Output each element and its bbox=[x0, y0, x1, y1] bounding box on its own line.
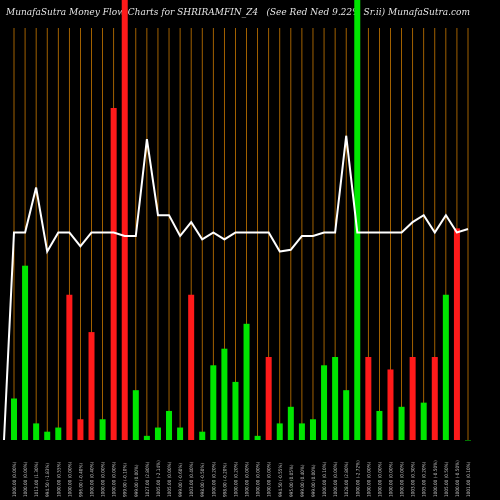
x-tick-label: 1003.00 (0.40%) bbox=[189, 461, 194, 497]
x-tick-label: 994.50 (-1.83%) bbox=[45, 463, 50, 497]
x-tick-label: 1000.00 (0.40%) bbox=[90, 461, 95, 497]
volume-bar bbox=[376, 410, 383, 440]
x-tick-label: 996.00 (-0.40%) bbox=[78, 463, 83, 497]
x-tick-label: 1000.00 (-0.50%) bbox=[455, 460, 460, 497]
volume-bar bbox=[276, 423, 283, 440]
x-tick-label: 1005.00 (0.00%) bbox=[167, 461, 172, 497]
x-tick-label: 1000.00 (0.55%) bbox=[56, 461, 61, 497]
volume-bar bbox=[287, 406, 294, 440]
x-tick-label: 1005.00 (0.20%) bbox=[422, 461, 427, 497]
volume-bar bbox=[188, 294, 195, 440]
volume-bar bbox=[332, 357, 339, 440]
volume-bar bbox=[88, 332, 95, 440]
x-tick-label: 995.00 (0.05%) bbox=[289, 464, 294, 497]
x-tick-label: 1000.00 (0.00%) bbox=[101, 461, 106, 497]
volume-bar bbox=[143, 435, 150, 440]
volume-bar bbox=[309, 419, 316, 440]
x-tick-label: 1000.00 (0.00%) bbox=[245, 461, 250, 497]
x-tick-label: 1003.00 (0.30%) bbox=[411, 461, 416, 497]
x-tick-label: 1000.00 (0.00%) bbox=[400, 461, 405, 497]
x-tick-label: 1000.00 (0.00%) bbox=[333, 461, 338, 497]
x-tick-label: 1000.00 (0.00%) bbox=[23, 461, 28, 497]
volume-bar bbox=[354, 0, 361, 440]
volume-bar bbox=[409, 357, 416, 440]
chart-title: MunafaSutra Money Flow Charts for SHRIRA… bbox=[6, 8, 259, 18]
x-tick-label: 998.00 (-0.50%) bbox=[200, 463, 205, 497]
volume-bar bbox=[254, 435, 261, 440]
x-tick-label: 1000.00 (0.00%) bbox=[112, 461, 117, 497]
volume-bar bbox=[221, 348, 228, 440]
volume-bar bbox=[298, 423, 305, 440]
volume-bar bbox=[465, 440, 471, 441]
volume-bar bbox=[453, 228, 460, 440]
volume-bar bbox=[210, 365, 217, 440]
volume-bar bbox=[177, 427, 184, 440]
volume-bar bbox=[398, 406, 405, 440]
x-tick-label: 999.00 (0.00%) bbox=[311, 464, 316, 497]
x-tick-label: 1000.00 (0.00%) bbox=[389, 461, 394, 497]
x-tick-labels: 1000.00 (0.00%) 1000.00 (0.00%) 1013.00 (1… bbox=[12, 460, 471, 497]
x-tick-label: 1005.00 (-2.14%) bbox=[156, 460, 161, 497]
gridlines bbox=[13, 28, 469, 440]
volume-bar bbox=[199, 431, 206, 440]
volume-bar bbox=[121, 0, 128, 440]
price-line-group bbox=[3, 135, 469, 441]
volume-bar bbox=[33, 423, 40, 440]
volume-bar bbox=[154, 427, 161, 440]
x-tick-label: 1000.00 (0.10%) bbox=[322, 461, 327, 497]
volume-bar bbox=[343, 390, 350, 440]
chart-subtitle: (See Red Ned 9.22% Sr.ii) MunafaSutra.co… bbox=[266, 8, 470, 18]
x-tick-label: 999.00 (0.40%) bbox=[300, 464, 305, 497]
x-tick-label: 998.00 (-0.20%) bbox=[222, 463, 227, 497]
price-line bbox=[3, 135, 469, 441]
x-tick-label: 1000.00 (-2.72%) bbox=[355, 460, 360, 497]
x-tick-label: 999.00 (-0.10%) bbox=[123, 463, 128, 497]
volume-bars bbox=[11, 0, 471, 441]
x-tick-label: 1000.00 (0.00%) bbox=[267, 461, 272, 497]
x-tick-label: 1000.00 (0.00%) bbox=[67, 461, 72, 497]
x-tick-label: 1001.00 (0.10%) bbox=[466, 461, 471, 497]
volume-bar bbox=[365, 357, 372, 440]
volume-bar bbox=[387, 369, 394, 440]
volume-bar bbox=[132, 390, 139, 440]
x-tick-label: 1000.00 (-0.50%) bbox=[433, 460, 438, 497]
volume-bar bbox=[99, 419, 106, 440]
volume-bar bbox=[442, 294, 449, 440]
volume-bar bbox=[110, 108, 117, 440]
x-tick-label: 999.00 (0.00%) bbox=[134, 464, 139, 497]
volume-bar bbox=[420, 402, 427, 440]
volume-bar bbox=[44, 431, 51, 440]
x-tick-label: 1000.00 (0.00%) bbox=[377, 461, 382, 497]
volume-bar bbox=[265, 357, 272, 440]
x-tick-label: 994.50 (-0.55%) bbox=[278, 463, 283, 497]
volume-bar bbox=[321, 365, 328, 440]
volume-bar bbox=[232, 381, 239, 440]
volume-bar bbox=[22, 265, 29, 440]
volume-bar bbox=[11, 398, 17, 440]
volume-bar bbox=[77, 419, 84, 440]
volume-bar bbox=[66, 294, 73, 440]
volume-bar bbox=[55, 427, 62, 440]
volume-bar bbox=[431, 357, 438, 440]
x-tick-label: 1027.00 (2.80%) bbox=[145, 461, 150, 497]
x-tick-label: 1000.00 (0.00%) bbox=[366, 461, 371, 497]
x-tick-label: 1028.00 (2.80%) bbox=[344, 461, 349, 497]
x-tick-label: 1013.00 (1.30%) bbox=[34, 461, 39, 497]
volume-bar bbox=[166, 410, 173, 440]
x-tick-label: 1005.00 (0.50%) bbox=[444, 461, 449, 497]
x-tick-label: 999.00 (-0.60%) bbox=[178, 463, 183, 497]
volume-bar bbox=[243, 323, 250, 440]
x-tick-label: 1000.00 (0.00%) bbox=[12, 461, 17, 497]
x-tick-label: 1000.00 (0.20%) bbox=[211, 461, 216, 497]
x-tick-label: 1000.00 (0.00%) bbox=[256, 461, 261, 497]
x-tick-label: 1000.00 (0.20%) bbox=[234, 461, 239, 497]
